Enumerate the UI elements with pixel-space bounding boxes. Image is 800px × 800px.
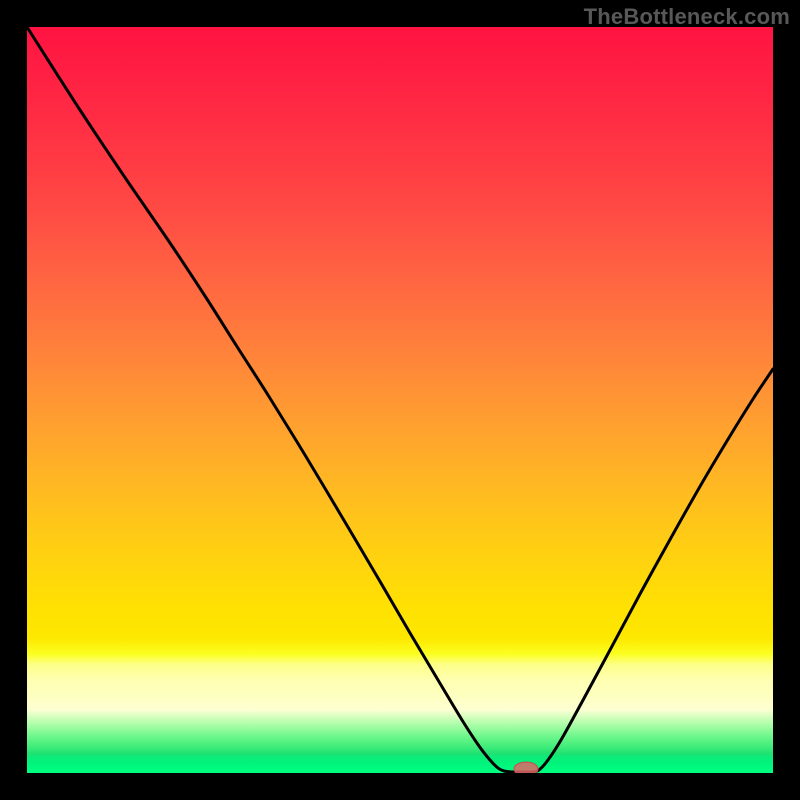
watermark-label: TheBottleneck.com — [584, 4, 790, 30]
gradient-background — [27, 27, 773, 773]
chart-container: TheBottleneck.com — [0, 0, 800, 800]
bottleneck-chart-svg — [0, 0, 800, 800]
